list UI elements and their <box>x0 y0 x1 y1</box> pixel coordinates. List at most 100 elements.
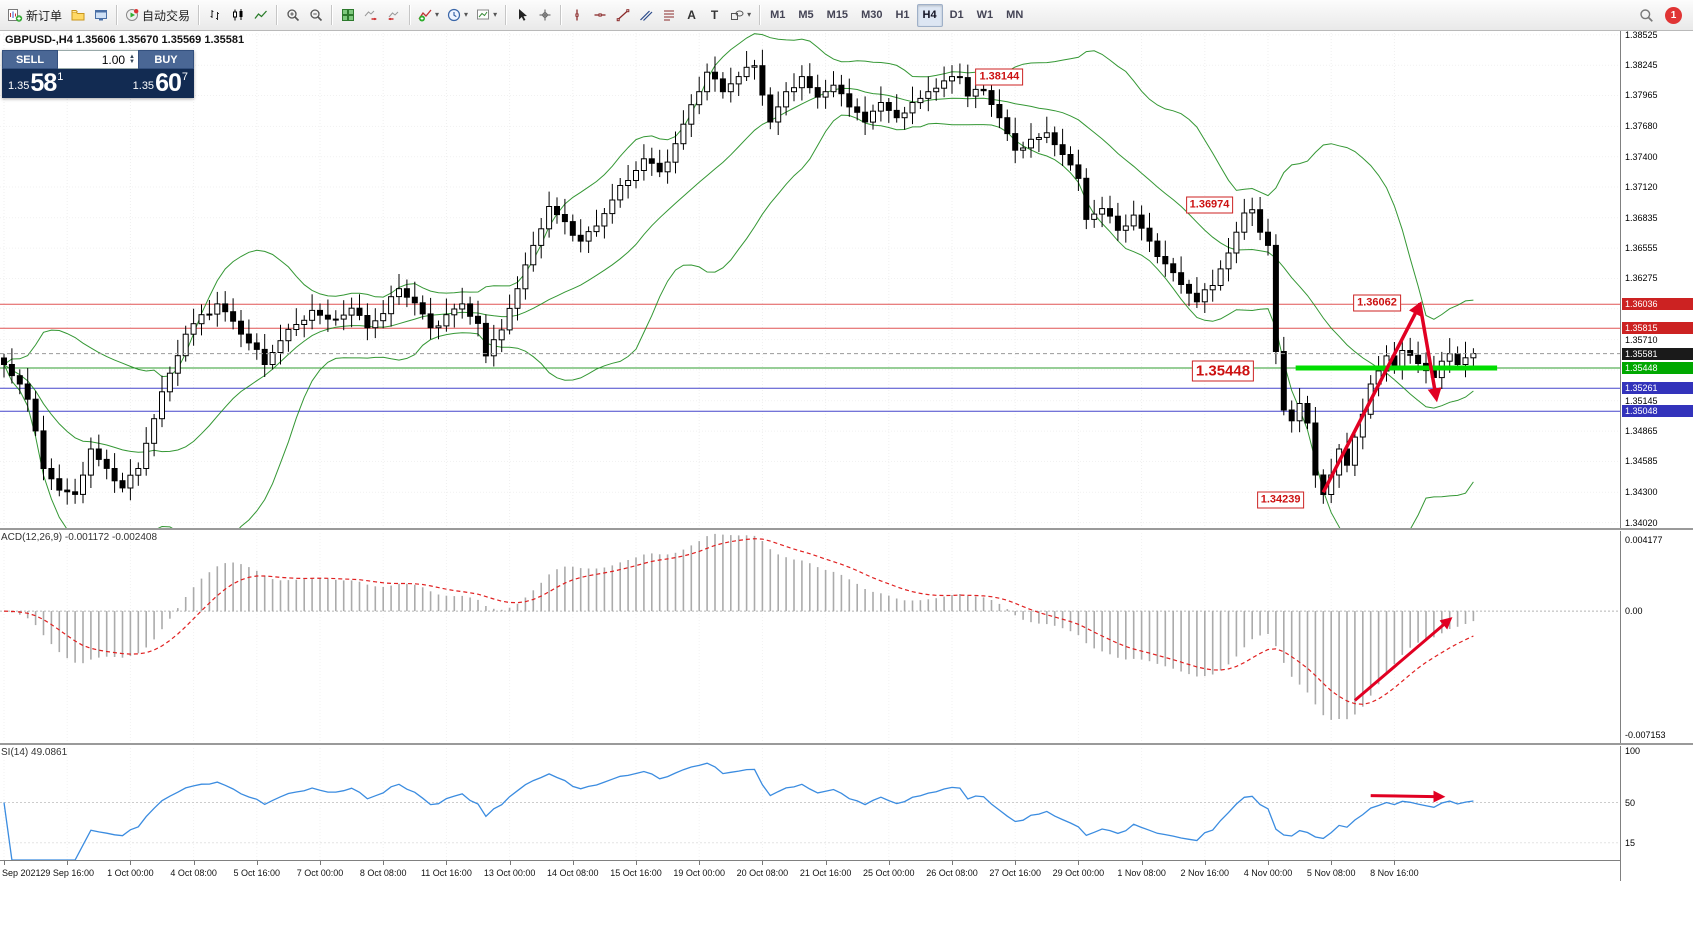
clock-icon <box>447 8 461 22</box>
time-axis-tick <box>67 861 69 865</box>
time-axis-tick <box>509 861 511 865</box>
time-axis-tick <box>762 861 764 865</box>
panel-separator[interactable] <box>0 528 1693 531</box>
horizontal-line-button[interactable] <box>588 4 611 27</box>
zoom-in-button[interactable] <box>281 4 304 27</box>
timeframe-m5-button[interactable]: M5 <box>792 4 819 27</box>
price-axis-label: 1.37680 <box>1625 121 1658 132</box>
time-axis-tick <box>130 861 132 865</box>
toolbar-separator <box>759 5 761 25</box>
line-chart-icon <box>254 8 268 22</box>
price-callout[interactable]: 1.36062 <box>1353 294 1401 312</box>
search-button[interactable] <box>1635 4 1658 27</box>
notification-badge[interactable]: 1 <box>1665 6 1682 24</box>
price-callout[interactable]: 1.34239 <box>1256 491 1305 509</box>
time-axis-tick <box>825 861 827 865</box>
time-axis-tick <box>1078 861 1080 865</box>
tile-windows-button[interactable] <box>336 4 359 27</box>
time-axis-tick <box>446 861 448 865</box>
time-axis-tick <box>1331 861 1333 865</box>
zoom-out-icon <box>309 8 323 22</box>
shapes-button[interactable]: ▾ <box>726 4 755 27</box>
timeframe-w1-button[interactable]: W1 <box>971 4 1000 27</box>
toolbar-separator <box>276 5 278 25</box>
timeframe-m15-button[interactable]: M15 <box>821 4 854 27</box>
time-axis-label: 4 Oct 08:00 <box>170 868 217 878</box>
toolbar-separator <box>331 5 333 25</box>
time-axis-label: 1 Oct 00:00 <box>107 868 154 878</box>
timeframe-mn-button[interactable]: MN <box>1000 4 1029 27</box>
new-order-label: 新订单 <box>26 8 63 23</box>
timeframe-h4-button[interactable]: H4 <box>916 3 943 27</box>
timeframe-m30-button[interactable]: M30 <box>855 4 888 27</box>
chart-shift-button[interactable] <box>382 4 405 27</box>
time-axis-label: 1 Nov 08:00 <box>1117 868 1166 878</box>
candle-chart-button[interactable] <box>226 4 249 27</box>
periods-button[interactable]: ▾ <box>443 4 472 27</box>
time-axis-label: 4 Nov 00:00 <box>1243 868 1293 878</box>
price-axis-label: 1.37965 <box>1625 90 1658 101</box>
template-icon <box>476 8 490 22</box>
bar-chart-button[interactable] <box>203 4 226 27</box>
rsi-chart[interactable] <box>0 745 1620 860</box>
dropdown-caret-icon: ▾ <box>747 10 752 19</box>
zoom-out-button[interactable] <box>304 4 327 27</box>
time-axis-tick <box>952 861 953 865</box>
candlestick-chart[interactable] <box>0 30 1620 528</box>
line-chart-button[interactable] <box>249 4 272 27</box>
dropdown-caret-icon: ▾ <box>435 10 440 19</box>
auto-trading-icon <box>125 8 139 22</box>
time-axis[interactable]: Sep 2021 29 Sep 16:00 1 Oct 00:00 4 Oct 08:… <box>0 860 1620 882</box>
text-label-button[interactable]: T <box>703 4 726 27</box>
price-axis-label: 1.34300 <box>1625 487 1658 498</box>
time-axis-tick <box>699 861 701 865</box>
candle-chart-icon <box>231 8 245 22</box>
one-click-trading-panel: SELL 1.00 ▲ ▼ BUY 1.35 58 1 1.35 60 7 <box>2 50 194 98</box>
price-axis-label: 1.36275 <box>1625 273 1658 284</box>
chart-title: GBPUSD-,H4 1.35606 1.35670 1.35569 1.355… <box>5 34 245 46</box>
time-axis-tick <box>256 861 258 865</box>
time-axis-label: 11 Oct 16:00 <box>420 868 472 878</box>
macd-chart[interactable] <box>0 530 1620 743</box>
buy-button[interactable]: BUY <box>138 50 194 69</box>
new-order-button[interactable]: 新订单 <box>4 4 66 27</box>
text-button[interactable]: A <box>680 4 703 27</box>
time-axis-tick <box>1394 861 1396 865</box>
label-tool-icon: T <box>710 8 719 22</box>
time-axis-label: 25 Oct 00:00 <box>863 868 915 878</box>
auto-trading-label: 自动交易 <box>142 8 191 23</box>
volume-spinner-icon[interactable]: ▲ ▼ <box>129 53 135 65</box>
price-callout[interactable]: 1.36974 <box>1185 196 1234 214</box>
indicators-button[interactable]: ▾ <box>414 4 443 27</box>
time-axis-tick <box>4 861 5 865</box>
cursor-button[interactable] <box>510 4 533 27</box>
macd-panel: ACD(12,26,9) -0.001172 -0.002408 <box>0 530 1620 743</box>
auto-trading-button[interactable]: 自动交易 <box>121 4 194 27</box>
trendline-button[interactable] <box>611 4 634 27</box>
volume-input[interactable]: 1.00 ▲ ▼ <box>58 50 138 69</box>
panel-separator[interactable] <box>0 743 1693 746</box>
shapes-icon <box>730 8 744 22</box>
templates-button[interactable]: ▾ <box>472 4 501 27</box>
time-axis-label: 5 Oct 16:00 <box>233 868 281 878</box>
timeframe-h1-button[interactable]: H1 <box>889 4 915 27</box>
charts-folder-button[interactable] <box>66 4 89 27</box>
fibonacci-button[interactable] <box>657 4 680 27</box>
rsi-axis-label: 15 <box>1625 837 1636 848</box>
timeframe-m1-button[interactable]: M1 <box>764 4 791 27</box>
market-watch-button[interactable] <box>89 4 112 27</box>
timeframe-d1-button[interactable]: D1 <box>944 4 970 27</box>
channel-button[interactable] <box>634 4 657 27</box>
price-axis[interactable]: 1.38525 1.38245 1.37965 1.37680 1.37400 1.371… <box>1620 30 1693 881</box>
vertical-line-button[interactable] <box>565 4 588 27</box>
price-callout[interactable]: 1.35448 <box>1191 360 1255 382</box>
toolbar-separator <box>198 5 200 25</box>
auto-scroll-button[interactable] <box>359 4 382 27</box>
time-axis-tick <box>1268 861 1269 865</box>
volume-value: 1.00 <box>101 52 126 67</box>
chart-workspace: GBPUSD-,H4 1.35606 1.35670 1.35569 1.355… <box>0 30 1693 951</box>
price-axis-label: 1.37400 <box>1625 151 1658 162</box>
sell-button[interactable]: SELL <box>2 50 58 69</box>
crosshair-button[interactable] <box>533 4 556 27</box>
price-callout[interactable]: 1.38144 <box>975 68 1024 86</box>
